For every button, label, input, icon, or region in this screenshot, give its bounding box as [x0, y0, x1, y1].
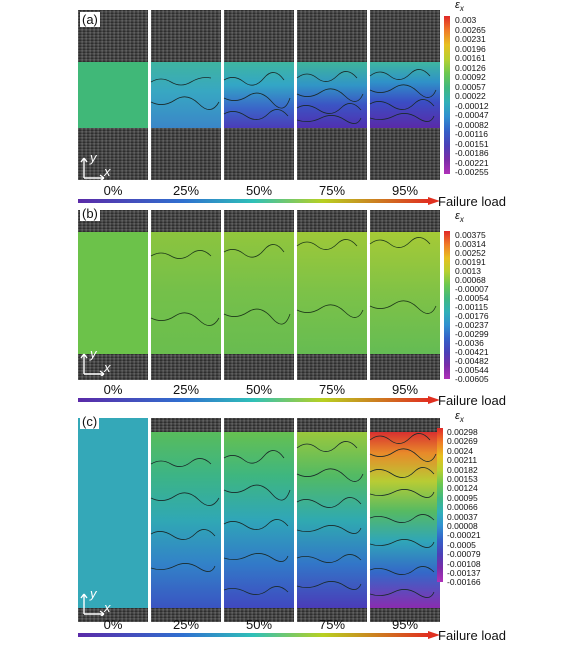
- strain-field: [78, 62, 148, 128]
- axis-y-label: y: [90, 586, 97, 601]
- frame-b-75: [297, 210, 367, 380]
- load-label: 25%: [172, 382, 200, 397]
- coordinate-axes-icon: [80, 353, 105, 376]
- axis-y-label: y: [90, 346, 97, 361]
- load-label: 75%: [318, 382, 346, 397]
- strain-field: [297, 432, 367, 608]
- frame-c-75: [297, 418, 367, 622]
- frame-b-25: [151, 210, 221, 380]
- axis-x-label: x: [104, 600, 111, 615]
- load-arrow: [78, 197, 440, 205]
- load-label: 50%: [245, 382, 273, 397]
- frame-a-0: [78, 10, 148, 180]
- strain-field: [370, 232, 440, 354]
- frame-a-25: [151, 10, 221, 180]
- load-label: 95%: [391, 382, 419, 397]
- strain-field: [78, 232, 148, 354]
- frame-b-0: [78, 210, 148, 380]
- failure-load-label: Failure load: [438, 628, 506, 643]
- load-label: 75%: [318, 617, 346, 632]
- load-label: 95%: [391, 183, 419, 198]
- load-label: 0%: [103, 183, 123, 198]
- strain-field: [297, 232, 367, 354]
- panel-a: (a) y x 0% 25% 50% 75% 95% Failure load …: [0, 0, 561, 210]
- panel-b: (b) y x 0% 25% 50% 75% 95% Failure load …: [0, 206, 561, 410]
- frame-a-50: [224, 10, 294, 180]
- frame-a-75: [297, 10, 367, 180]
- load-arrow: [78, 396, 440, 404]
- frame-c-50: [224, 418, 294, 622]
- load-label: 50%: [245, 617, 273, 632]
- panel-label: (b): [80, 206, 100, 221]
- strain-field: [78, 418, 148, 608]
- strain-field: [151, 232, 221, 354]
- strain-field: [224, 232, 294, 354]
- coordinate-axes-icon: [80, 593, 105, 616]
- dic-image-strip-c: [78, 418, 440, 622]
- strain-field: [224, 432, 294, 608]
- panel-c: (c) y x 0% 25% 50% 75% 95% Failure load …: [0, 410, 561, 648]
- load-label: 25%: [172, 617, 200, 632]
- colorbar-symbol: εx: [455, 410, 464, 425]
- colorbar: [444, 16, 450, 174]
- load-label: 75%: [318, 183, 346, 198]
- contour-lines: [150, 433, 437, 598]
- panel-label: (a): [80, 12, 100, 27]
- strain-field: [151, 62, 221, 128]
- load-label: 50%: [245, 183, 273, 198]
- load-label: 25%: [172, 183, 200, 198]
- colorbar-symbol: εx: [455, 210, 464, 225]
- contour-lines: [150, 69, 437, 124]
- strain-field: [297, 62, 367, 128]
- load-label: 0%: [103, 382, 123, 397]
- strain-field: [370, 62, 440, 128]
- colorbar-symbol: εx: [455, 0, 464, 14]
- colorbar: [444, 231, 450, 379]
- load-label: 95%: [391, 617, 419, 632]
- frame-b-50: [224, 210, 294, 380]
- dic-image-strip-b: [78, 210, 440, 380]
- axis-y-label: y: [90, 150, 97, 165]
- failure-load-label: Failure load: [438, 393, 506, 408]
- panel-label: (c): [80, 414, 100, 429]
- failure-load-label: Failure load: [438, 194, 506, 209]
- strain-field: [224, 62, 294, 128]
- load-arrow: [78, 631, 440, 639]
- contour-lines: [150, 237, 437, 326]
- frame-b-95: [370, 210, 440, 380]
- frame-c-0: [78, 418, 148, 622]
- coordinate-axes-icon: [80, 157, 105, 180]
- axis-x-label: x: [104, 164, 111, 179]
- colorbar: [437, 428, 443, 582]
- dic-image-strip-a: [78, 10, 440, 180]
- load-label: 0%: [103, 617, 123, 632]
- axis-x-label: x: [104, 360, 111, 375]
- frame-a-95: [370, 10, 440, 180]
